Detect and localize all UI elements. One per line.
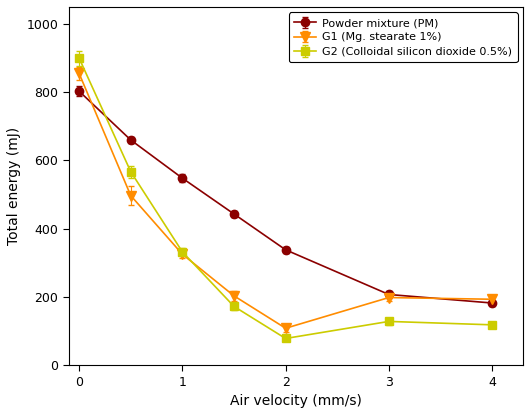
Y-axis label: Total energy (mJ): Total energy (mJ) [7, 127, 21, 245]
Legend: Powder mixture (PM), G1 (Mg. stearate 1%), G2 (Colloidal silicon dioxide 0.5%): Powder mixture (PM), G1 (Mg. stearate 1%… [289, 12, 517, 63]
X-axis label: Air velocity (mm/s): Air velocity (mm/s) [230, 394, 362, 408]
